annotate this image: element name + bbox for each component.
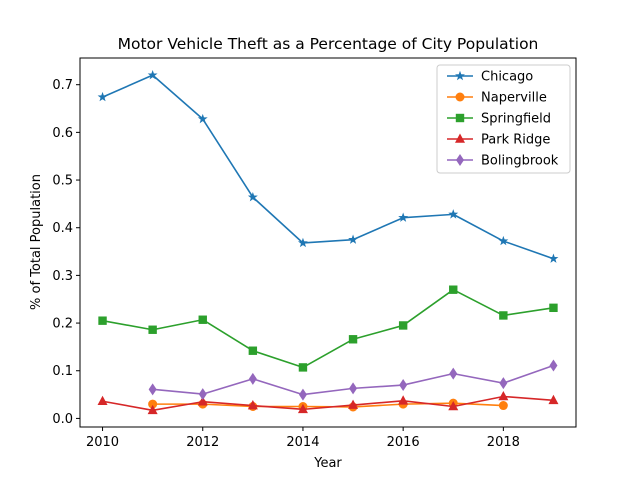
series-line-park-ridge <box>102 395 554 412</box>
data-point-chicago <box>348 234 358 244</box>
axes-frame <box>79 57 577 428</box>
legend-marker-naperville <box>455 92 465 102</box>
data-point-naperville <box>498 401 508 411</box>
data-point-bolingbrook <box>148 383 157 396</box>
legend-label-naperville: Naperville <box>481 91 547 106</box>
legend-label-park-ridge: Park Ridge <box>481 133 550 148</box>
data-point-springfield <box>198 315 207 324</box>
y-tick-label: 0.6 <box>52 126 73 141</box>
series-line-springfield <box>102 288 554 369</box>
data-point-springfield <box>449 285 458 294</box>
legend-item-chicago: Chicago <box>447 70 533 85</box>
data-point-chicago <box>298 237 308 248</box>
legend-item-naperville: Naperville <box>447 91 547 106</box>
series-chicago <box>97 69 559 263</box>
data-point-springfield <box>499 311 508 320</box>
x-tick-label: 2016 <box>387 435 420 450</box>
legend-item-bolingbrook: Bolingbrook <box>447 154 559 169</box>
data-point-bolingbrook <box>298 388 307 401</box>
y-tick-label: 0.5 <box>52 174 73 189</box>
y-tick-label: 0.7 <box>52 78 73 93</box>
data-point-chicago <box>548 253 559 263</box>
data-point-chicago <box>147 69 158 80</box>
data-point-springfield <box>398 321 408 330</box>
legend-marker-park-ridge <box>455 133 465 143</box>
y-axis-label: % of Total Population <box>29 174 44 310</box>
legend-marker-chicago <box>455 70 465 81</box>
legend-marker-bolingbrook <box>456 154 464 166</box>
data-point-springfield <box>148 325 157 334</box>
data-point-springfield <box>549 303 558 313</box>
plot-area: 2010 2012 2014 2016 2018 0.0 0.1 0.2 0.3 0.4 0.5 0.… <box>52 57 577 450</box>
legend-item-springfield: Springfield <box>447 112 551 127</box>
y-tick-label: 0.3 <box>52 269 73 284</box>
data-point-springfield <box>248 346 258 355</box>
data-point-park-ridge <box>398 395 409 405</box>
y-tick-label: 0.0 <box>52 412 73 427</box>
data-point-park-ridge <box>448 401 459 411</box>
legend-label-bolingbrook: Bolingbrook <box>481 154 559 169</box>
data-point-springfield <box>98 316 107 325</box>
data-point-chicago <box>398 212 409 222</box>
data-point-park-ridge <box>348 399 359 409</box>
data-point-bolingbrook <box>549 359 558 372</box>
data-point-naperville <box>148 399 158 409</box>
data-point-park-ridge <box>498 390 509 401</box>
data-point-chicago <box>97 91 108 102</box>
x-axis-label: Year <box>313 456 342 471</box>
chart-title: Motor Vehicle Theft as a Percentage of C… <box>118 35 539 53</box>
legend-marker-springfield <box>455 113 465 123</box>
legend-box <box>436 64 571 174</box>
data-point-bolingbrook <box>449 367 458 380</box>
data-point-park-ridge <box>548 394 559 405</box>
data-point-springfield <box>348 335 358 344</box>
x-tick-label: 2012 <box>186 435 219 450</box>
legend-item-park-ridge: Park Ridge <box>447 133 550 148</box>
x-tick-label: 2018 <box>487 435 520 450</box>
data-point-park-ridge <box>197 396 208 406</box>
data-point-park-ridge <box>97 395 108 406</box>
data-point-park-ridge <box>247 400 258 410</box>
data-point-chicago <box>197 113 208 124</box>
legend: Chicago Naperville Springfield Park Ridge Bo… <box>436 64 571 174</box>
data-point-chicago <box>498 235 509 246</box>
y-tick-label: 0.1 <box>52 364 73 379</box>
data-point-park-ridge <box>147 404 158 415</box>
series-line-chicago <box>102 74 554 260</box>
x-tick-label: 2010 <box>86 435 119 450</box>
data-point-bolingbrook <box>248 372 257 385</box>
data-point-park-ridge <box>297 403 308 414</box>
series-springfield <box>98 285 558 372</box>
data-point-bolingbrook <box>349 382 358 395</box>
x-tick-label: 2014 <box>286 435 319 450</box>
data-point-bolingbrook <box>399 379 408 392</box>
series-park-ridge <box>97 390 559 415</box>
data-point-chicago <box>448 209 459 219</box>
data-point-springfield <box>298 363 308 372</box>
data-point-bolingbrook <box>198 388 207 401</box>
legend-label-springfield: Springfield <box>481 112 551 127</box>
legend-label-chicago: Chicago <box>481 70 533 85</box>
data-point-chicago <box>247 192 258 202</box>
y-tick-label: 0.4 <box>52 221 73 236</box>
series-bolingbrook <box>148 359 558 401</box>
y-tick-label: 0.2 <box>52 317 73 332</box>
data-point-bolingbrook <box>499 377 508 390</box>
